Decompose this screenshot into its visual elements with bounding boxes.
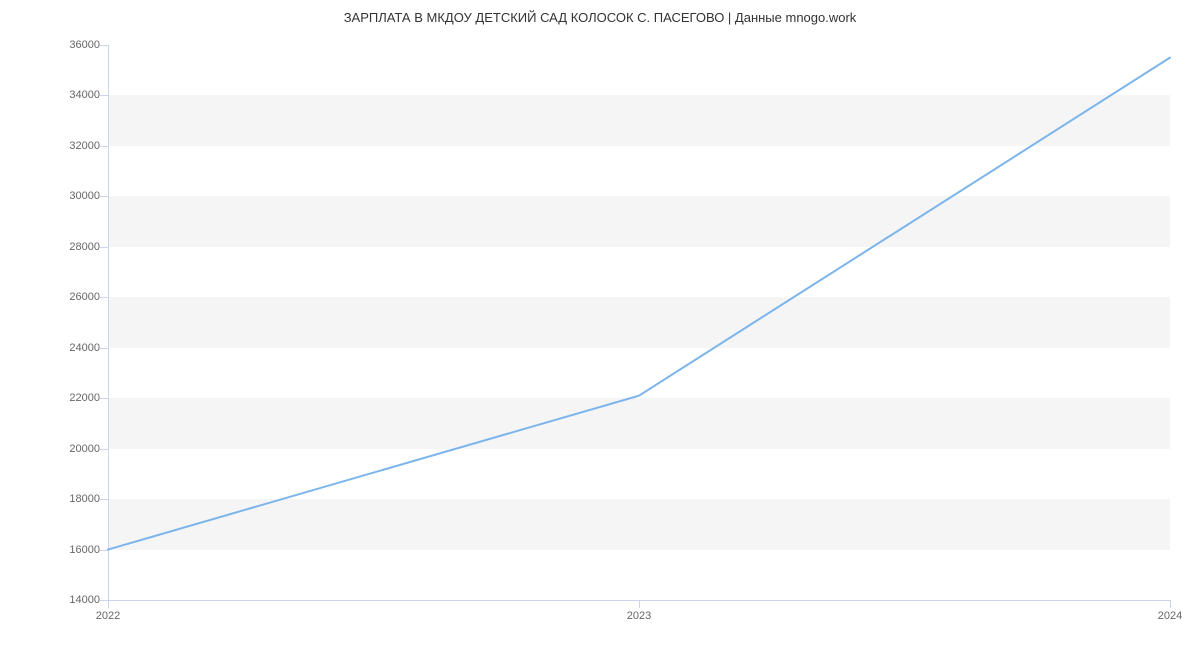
y-axis-tick-label: 18000 [50,493,100,505]
plot-area [108,45,1170,600]
salary-line-chart: ЗАРПЛАТА В МКДОУ ДЕТСКИЙ САД КОЛОСОК С. … [0,0,1200,650]
y-axis-tick-label: 36000 [50,39,100,51]
x-axis-tick-label: 2024 [1158,610,1182,622]
y-axis-tick-label: 34000 [50,89,100,101]
chart-title: ЗАРПЛАТА В МКДОУ ДЕТСКИЙ САД КОЛОСОК С. … [0,0,1200,25]
y-axis-tick-label: 24000 [50,342,100,354]
y-axis-tick-label: 20000 [50,443,100,455]
y-axis-tick-label: 30000 [50,190,100,202]
y-axis-tick-label: 32000 [50,140,100,152]
x-axis-tick-label: 2023 [627,610,651,622]
y-axis-tick-label: 28000 [50,241,100,253]
y-axis-tick-label: 16000 [50,544,100,556]
y-axis-tick-label: 22000 [50,392,100,404]
y-axis-tick-label: 26000 [50,291,100,303]
data-line [108,45,1170,600]
y-axis-tick-label: 14000 [50,594,100,606]
x-axis-tick-label: 2022 [96,610,120,622]
